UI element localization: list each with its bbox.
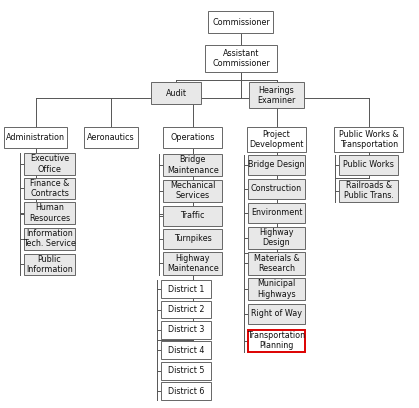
Text: Construction: Construction xyxy=(251,184,302,193)
Text: Right of Way: Right of Way xyxy=(251,310,302,319)
Text: Public
Information: Public Information xyxy=(26,255,73,274)
FancyBboxPatch shape xyxy=(161,382,211,400)
Text: Highway
Maintenance: Highway Maintenance xyxy=(167,254,219,273)
Text: District 4: District 4 xyxy=(168,346,204,355)
Text: Railroads &
Public Trans.: Railroads & Public Trans. xyxy=(344,181,394,200)
FancyBboxPatch shape xyxy=(24,178,75,199)
FancyBboxPatch shape xyxy=(161,362,211,379)
FancyBboxPatch shape xyxy=(84,127,138,148)
Text: Project
Development: Project Development xyxy=(249,130,304,149)
Text: Bridge Design: Bridge Design xyxy=(248,160,305,169)
FancyBboxPatch shape xyxy=(151,82,201,104)
Text: District 1: District 1 xyxy=(168,285,204,294)
FancyBboxPatch shape xyxy=(339,180,398,202)
FancyBboxPatch shape xyxy=(248,179,305,199)
Text: District 3: District 3 xyxy=(168,326,204,335)
Text: Public Works: Public Works xyxy=(343,160,394,169)
FancyBboxPatch shape xyxy=(163,206,222,226)
FancyBboxPatch shape xyxy=(163,252,222,275)
FancyBboxPatch shape xyxy=(163,154,222,176)
FancyBboxPatch shape xyxy=(248,155,305,175)
FancyBboxPatch shape xyxy=(339,155,398,175)
FancyBboxPatch shape xyxy=(248,304,305,324)
FancyBboxPatch shape xyxy=(161,341,211,359)
Text: Aeronautics: Aeronautics xyxy=(87,133,135,142)
FancyBboxPatch shape xyxy=(163,180,222,202)
FancyBboxPatch shape xyxy=(248,226,305,249)
Text: Traffic: Traffic xyxy=(181,211,205,220)
FancyBboxPatch shape xyxy=(247,127,306,152)
FancyBboxPatch shape xyxy=(334,127,403,152)
FancyBboxPatch shape xyxy=(24,228,75,250)
Text: Bridge
Maintenance: Bridge Maintenance xyxy=(167,155,219,175)
Text: Operations: Operations xyxy=(171,133,215,142)
Text: Commissioner: Commissioner xyxy=(212,18,270,27)
Text: Audit: Audit xyxy=(166,89,186,98)
FancyBboxPatch shape xyxy=(24,202,75,224)
FancyBboxPatch shape xyxy=(248,252,305,275)
FancyBboxPatch shape xyxy=(161,321,211,339)
Text: District 6: District 6 xyxy=(168,387,204,396)
Text: Executive
Office: Executive Office xyxy=(30,154,69,174)
FancyBboxPatch shape xyxy=(24,153,75,175)
FancyBboxPatch shape xyxy=(248,278,305,300)
FancyBboxPatch shape xyxy=(161,301,211,318)
Text: Assistant
Commissioner: Assistant Commissioner xyxy=(212,49,270,68)
FancyBboxPatch shape xyxy=(161,280,211,298)
Text: District 5: District 5 xyxy=(168,366,204,375)
Text: Finance &
Contracts: Finance & Contracts xyxy=(30,179,69,198)
Text: Hearings
Examiner: Hearings Examiner xyxy=(257,86,296,105)
FancyBboxPatch shape xyxy=(249,82,304,108)
Text: Information
Tech. Service: Information Tech. Service xyxy=(23,229,76,248)
Text: Administration: Administration xyxy=(6,133,65,142)
Text: District 2: District 2 xyxy=(168,305,204,314)
FancyBboxPatch shape xyxy=(248,203,305,223)
Text: Municipal
Highways: Municipal Highways xyxy=(257,279,296,299)
FancyBboxPatch shape xyxy=(163,127,222,148)
Text: Public Works &
Transportation: Public Works & Transportation xyxy=(339,130,398,149)
FancyBboxPatch shape xyxy=(4,127,67,148)
Text: Mechanical
Services: Mechanical Services xyxy=(170,181,215,200)
FancyBboxPatch shape xyxy=(163,228,222,248)
Text: Highway
Design: Highway Design xyxy=(259,228,294,247)
FancyBboxPatch shape xyxy=(248,330,305,352)
Text: Environment: Environment xyxy=(251,208,302,217)
Text: Transportation
Planning: Transportation Planning xyxy=(248,331,305,350)
FancyBboxPatch shape xyxy=(208,11,273,33)
Text: Materials &
Research: Materials & Research xyxy=(253,254,300,273)
Text: Turnpikes: Turnpikes xyxy=(174,234,212,243)
FancyBboxPatch shape xyxy=(205,45,277,72)
FancyBboxPatch shape xyxy=(24,254,75,275)
Text: Human
Resources: Human Resources xyxy=(29,203,70,223)
